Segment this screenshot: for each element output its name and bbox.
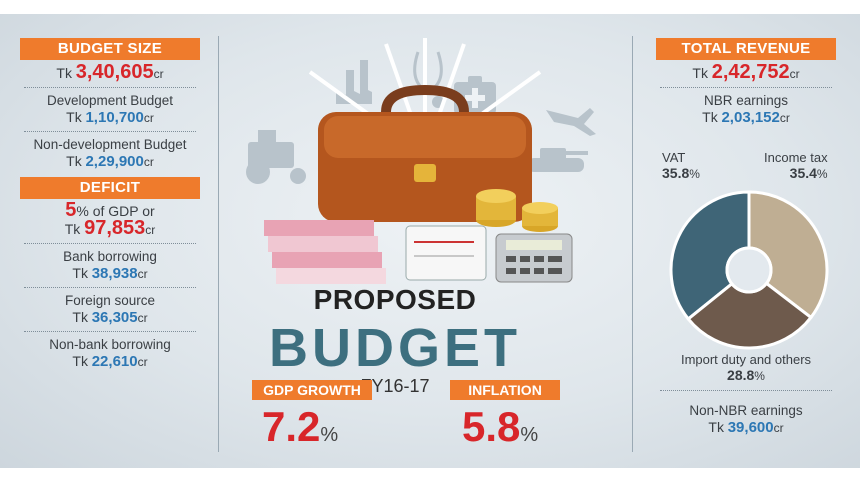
divider [24,287,196,288]
total-revenue-value: Tk 2,42,752cr [692,61,800,83]
column-divider-left [218,36,219,452]
development-budget: Development Budget Tk 1,10,700cr [46,93,174,126]
inflation-value: 5.8% [462,403,539,450]
revenue-donut-chart [669,190,829,350]
fiscal-year: FY16-17 [360,376,430,396]
coins-icon [476,189,558,232]
bank-borrowing: Bank borrowing Tk 38,938cr [63,249,157,282]
divider [24,331,196,332]
calculator-icon [495,233,573,283]
foreign-source: Foreign source Tk 36,305cr [64,293,156,326]
factory-icon [336,60,372,104]
import-duty-label: Import duty and others 28.8% [680,352,812,383]
left-column: BUDGET SIZE Tk 3,40,605cr Development Bu… [20,38,200,371]
budget-illustration [246,38,596,284]
non-nbr-earnings: Non-NBR earnings Tk 39,600cr [689,403,803,436]
budget-size-value: Tk 3,40,605cr [56,61,164,83]
budget-title: BUDGET [269,318,521,378]
deficit-value: 5% of GDP or Tk 97,853cr [64,199,156,239]
gdp-growth-value: 7.2% [262,403,339,450]
non-development-budget: Non-development Budget Tk 2,29,900cr [33,137,187,170]
budget-size-header: BUDGET SIZE [20,38,200,60]
tractor-icon [246,130,306,184]
proposed-title: PROPOSED [313,284,477,315]
inflation-header: INFLATION [450,380,560,400]
divider [660,390,832,391]
stethoscope-icon [413,51,444,108]
divider [24,87,196,88]
gdp-growth-header: GDP GROWTH [252,380,372,400]
donut-hole [725,246,773,294]
nbr-earnings: NBR earnings Tk 2,03,152cr [702,93,790,126]
divider [660,87,832,88]
column-divider-right [632,36,633,452]
right-column: TOTAL REVENUE Tk 2,42,752cr NBR earnings… [656,38,836,127]
deficit-header: DEFICIT [20,177,200,199]
money-stack-icon [264,220,386,284]
income-tax-label: Income tax 35.4% [764,150,828,181]
total-revenue-header: TOTAL REVENUE [656,38,836,60]
airplane-icon [546,108,596,136]
vat-label: VAT 35.8% [662,150,700,181]
tank-icon [528,148,588,172]
divider [24,131,196,132]
non-bank-borrowing: Non-bank borrowing Tk 22,610cr [49,337,171,370]
infographic-panel: BUDGET SIZE Tk 3,40,605cr Development Bu… [0,14,860,468]
clipboard-icon [405,225,487,281]
divider [24,243,196,244]
